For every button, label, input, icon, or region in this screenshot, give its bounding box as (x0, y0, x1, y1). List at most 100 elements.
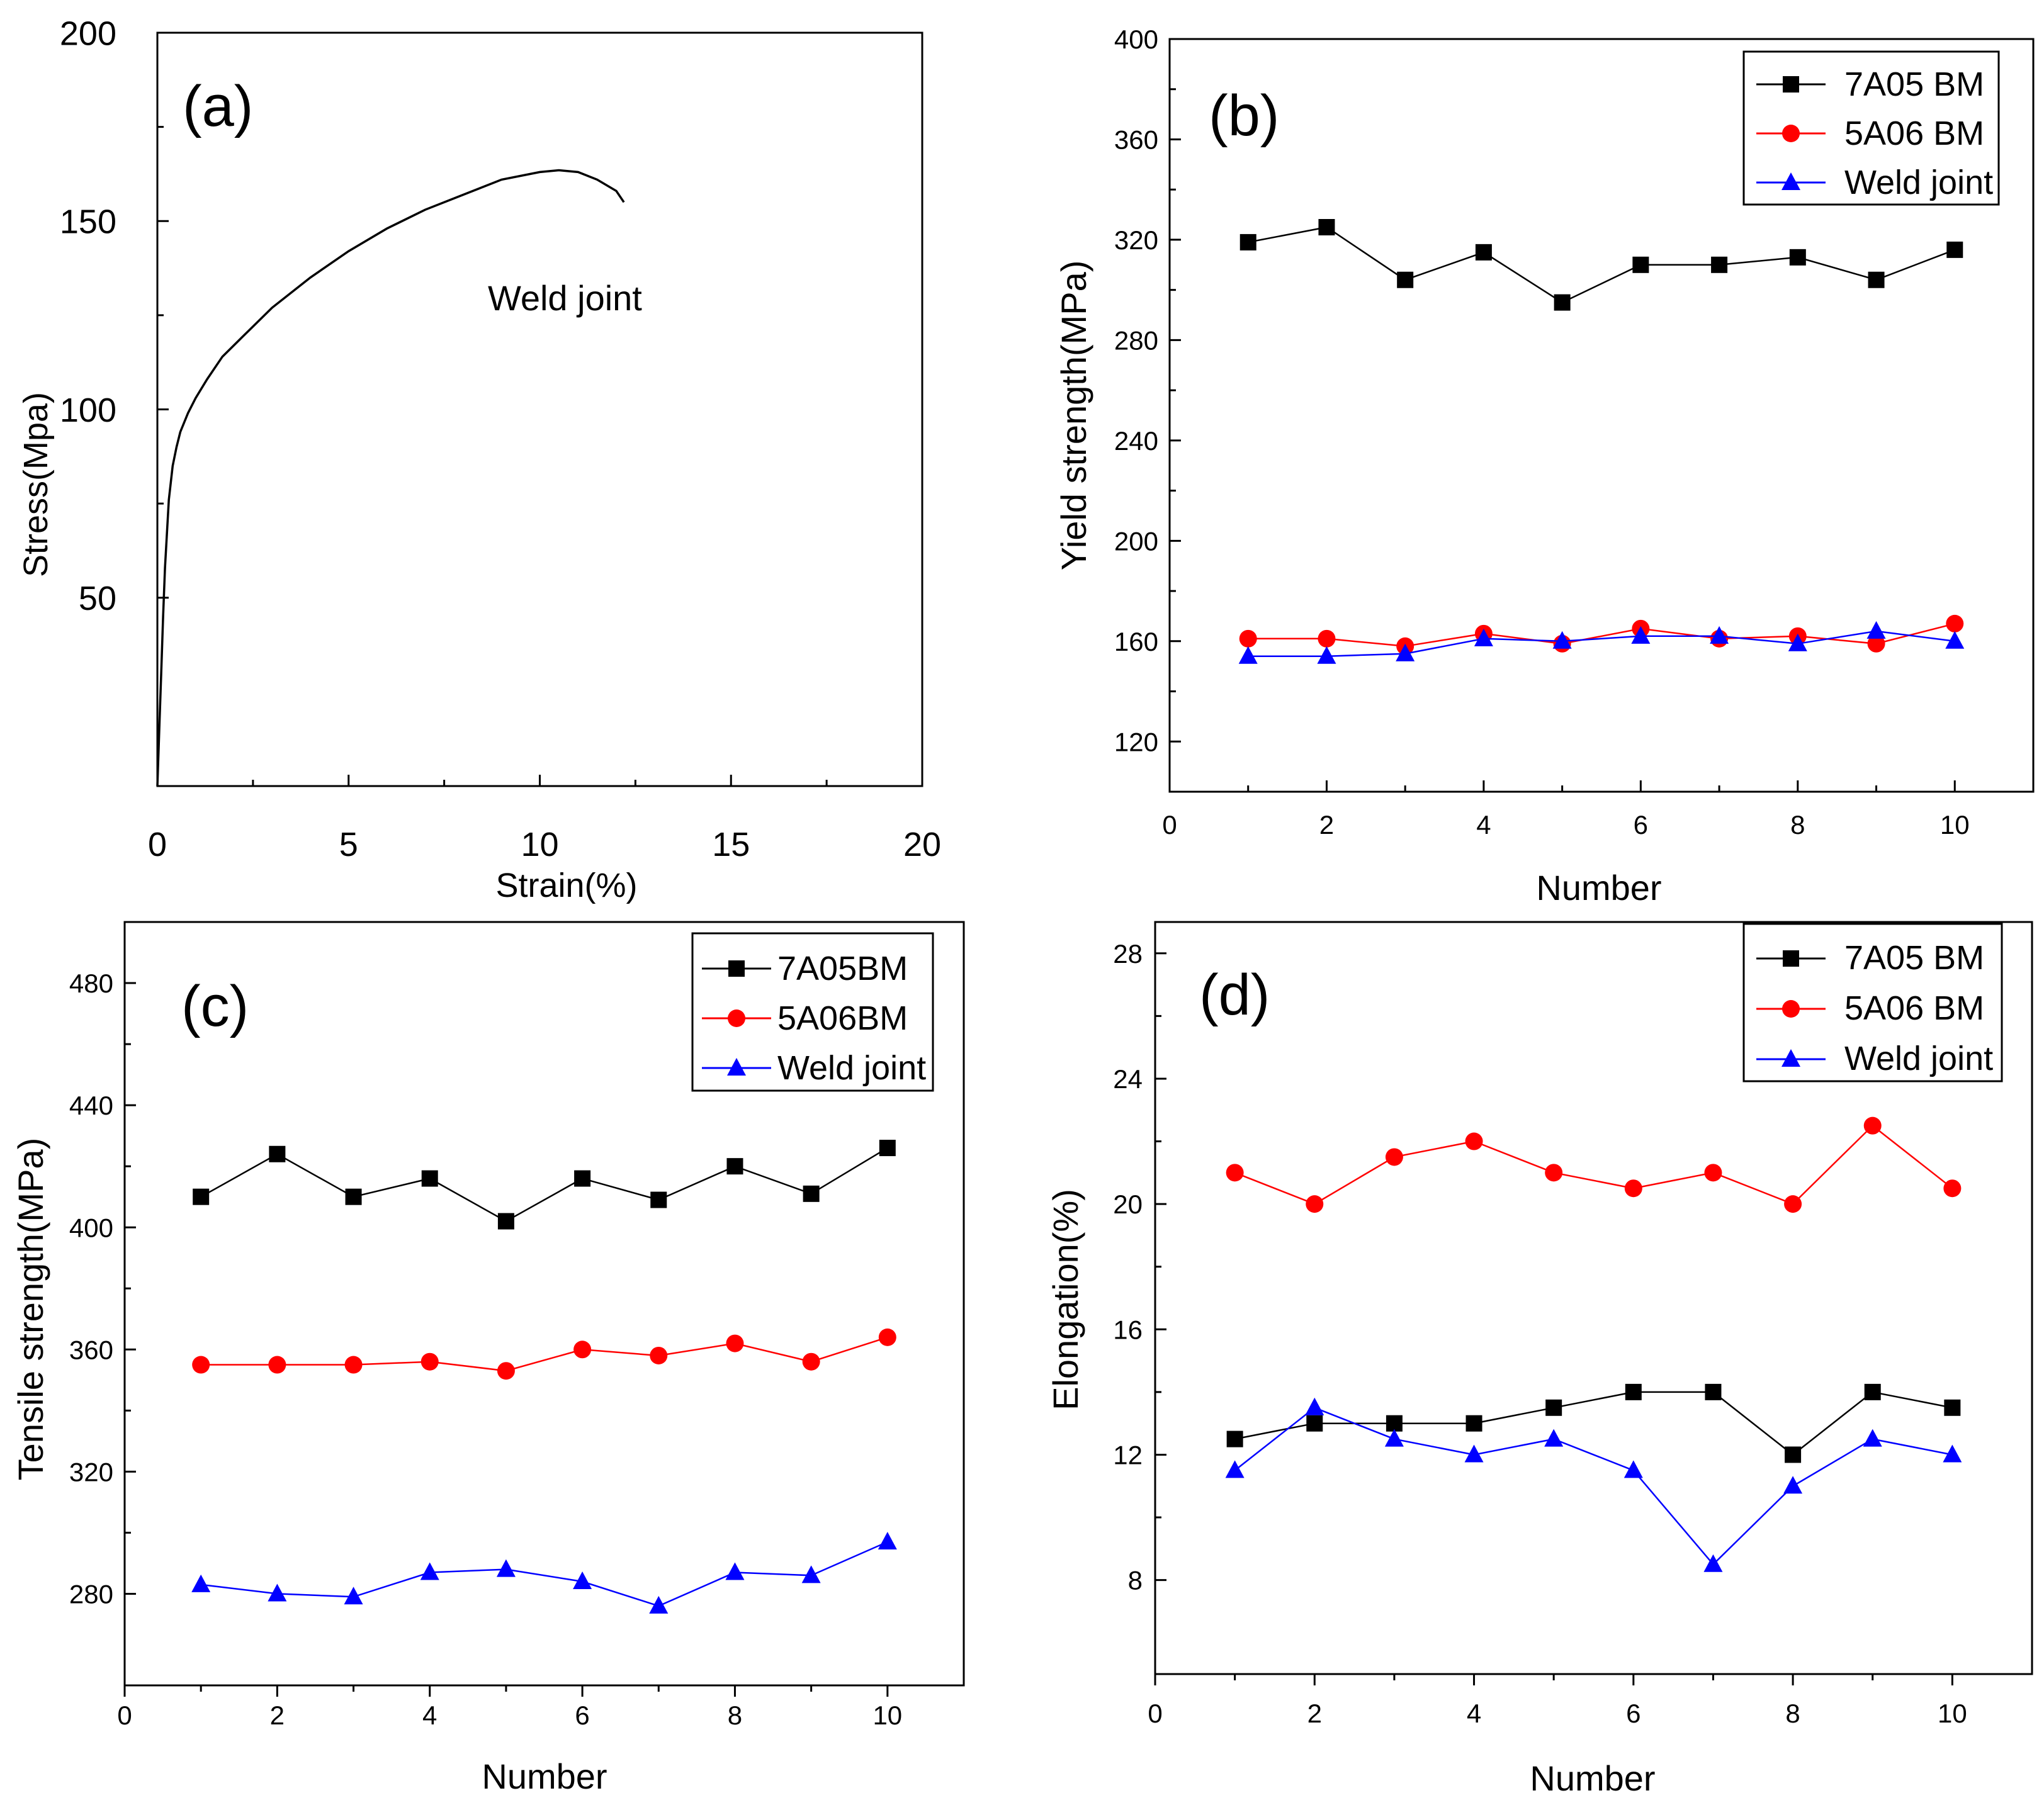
panel-b-legend-marker-1 (1783, 76, 1799, 93)
panel-b-series (1238, 219, 1965, 664)
panel-c-series-1-point (574, 1170, 591, 1187)
panel-d-series-3-point (1943, 1444, 1962, 1463)
panel-b-series-1-point (1475, 244, 1492, 261)
panel-c-series-3-point (344, 1587, 363, 1605)
panel-b-x-tick-label: 8 (1790, 810, 1805, 840)
panel-b-series-1-point (1946, 241, 1963, 258)
panel-d-series-3-point (1305, 1397, 1324, 1415)
panel-b-legend-marker-2 (1782, 125, 1800, 142)
panel-c-y-tick-labels: 280 320 360 400 440 480 (69, 969, 113, 1609)
panel-b-legend-label-2: 5A06 BM (1844, 115, 1984, 152)
panel-a-y-tick-label: 200 (60, 14, 116, 52)
panel-c-series-2-point (344, 1356, 363, 1374)
panel-c-y-axis-label: Tensile strength(MPa) (11, 1138, 50, 1481)
panel-d-label: (d) (1199, 963, 1270, 1027)
panel-d-series-1-point (1465, 1415, 1482, 1432)
panel-a-y-axis-label: Stress(Mpa) (17, 392, 55, 577)
panel-b-legend-label-1: 7A05 BM (1844, 65, 1984, 103)
panel-b-series-1-point (1789, 249, 1806, 266)
panel-b-series-1-point (1868, 271, 1885, 288)
panel-d-series-1-point (1864, 1383, 1881, 1400)
panel-b-series-1-point (1554, 294, 1571, 311)
panel-b-x-tick-label: 6 (1634, 810, 1648, 840)
panel-b-x-tick-label: 10 (1940, 810, 1970, 840)
panel-b-y-tick-labels: 120 160 200 240 280 320 360 400 (1114, 25, 1158, 756)
panel-d-series-3-point (1384, 1429, 1404, 1447)
panel-b-series-3-point (1866, 621, 1886, 639)
panel-d-series-2-point (1624, 1179, 1642, 1198)
panel-d-series-2-line (1234, 1124, 1953, 1205)
panel-b-ticks (1168, 38, 1956, 792)
panel-c-series-3-point (191, 1574, 211, 1592)
panel-c-y-tick-label: 440 (69, 1091, 113, 1120)
panel-c-series-2-line (201, 1336, 888, 1372)
panel-b-legend-marker-3 (1781, 172, 1800, 190)
panel-d-y-axis-label: Elongation(%) (1046, 1189, 1085, 1410)
panel-d-frame (1154, 921, 2033, 1675)
panel-d-y-tick-label: 8 (1128, 1566, 1143, 1595)
panel-c-label: (c) (181, 974, 249, 1038)
panel-b-y-tick-label: 120 (1114, 727, 1158, 756)
panel-c-series-3-point (268, 1583, 287, 1602)
panel-d-y-tick-label: 24 (1113, 1064, 1143, 1094)
panel-b-label: (b) (1209, 84, 1279, 148)
panel-b-series-3-point (1710, 626, 1729, 644)
panel-a-y-tick-labels: 50 100 150 200 (60, 14, 116, 617)
panel-d-series-1-point (1226, 1431, 1243, 1447)
panel-c-series-3-point (801, 1565, 821, 1583)
panel-d-x-tick-label: 0 (1148, 1699, 1162, 1728)
panel-d-series-2-point (1704, 1164, 1722, 1182)
panel-b-series-1-point (1711, 256, 1728, 273)
panel-d-y-tick-labels: 8 12 16 20 24 28 (1113, 939, 1143, 1595)
panel-b-series-3-point (1631, 626, 1651, 644)
panel-c-series-3-line (201, 1541, 888, 1607)
panel-c-x-tick-label: 6 (575, 1700, 589, 1730)
panel-d-x-tick-label: 6 (1626, 1699, 1640, 1728)
panel-a-annotation: Weld joint (488, 278, 642, 318)
panel-d-series-2-point (1943, 1179, 1962, 1198)
panel-c-series-2-point (421, 1352, 439, 1371)
panel-d-series-3-point (1623, 1460, 1643, 1478)
panel-d-series-2-point (1784, 1195, 1802, 1213)
panel-a-x-tick-label: 15 (712, 826, 750, 863)
panel-d-series-2-point (1545, 1164, 1563, 1182)
panel-c-series-1-point (803, 1185, 820, 1202)
panel-c-x-axis-label: Number (482, 1757, 607, 1796)
panel-c-x-tick-label: 0 (117, 1700, 132, 1730)
panel-b-series-1-point (1632, 256, 1649, 273)
panel-b-series-3-point (1474, 628, 1493, 646)
panel-b-frame (1168, 38, 2035, 793)
panel-c-y-tick-label: 480 (69, 969, 113, 998)
panel-d-legend-label-1: 7A05 BM (1844, 939, 1984, 977)
panel-d-series-1-point (1705, 1383, 1722, 1400)
panel-c-series-2-point (650, 1346, 668, 1364)
panel-b-series-2-point (1946, 614, 1964, 632)
panel-b-series-3-point (1945, 631, 1965, 649)
panel-c-ticks (123, 982, 889, 1697)
panel-c-y-tick-label: 400 (69, 1213, 113, 1242)
panel-c-legend-marker-3 (727, 1058, 746, 1076)
panel-b-y-axis-label: Yield strength(MPa) (1054, 261, 1093, 571)
panel-d-series-3-point (1464, 1444, 1484, 1463)
panel-d-y-tick-label: 28 (1113, 939, 1143, 969)
panel-c-series-3-point (420, 1562, 439, 1580)
panel-b: 0 2 4 6 8 10 120 160 200 240 280 320 360 400 (b) Num… (1054, 25, 2035, 908)
panel-d-series-1-point (1785, 1446, 1802, 1463)
panel-c-series-1-line (200, 1147, 888, 1222)
panel-d-series-1-point (1306, 1415, 1323, 1432)
panel-c-series-1-point (879, 1140, 896, 1157)
panel-b-y-tick-label: 280 (1114, 326, 1158, 356)
panel-a-x-tick-label: 20 (903, 826, 941, 863)
panel-a-x-tick-label: 10 (521, 826, 558, 863)
panel-d-series-3-point (1783, 1476, 1803, 1494)
panel-d-series (1225, 1116, 1962, 1572)
panel-c-series-2-point (802, 1352, 820, 1371)
panel-d-series-2-point (1385, 1148, 1403, 1166)
panel-c-x-tick-label: 8 (728, 1700, 742, 1730)
panel-c-series-3-point (878, 1531, 897, 1549)
panel-b-x-tick-label: 0 (1162, 810, 1177, 840)
panel-c-x-tick-label: 4 (422, 1700, 437, 1730)
panel-c-frame (123, 921, 965, 1687)
panel-a-frame (156, 31, 923, 787)
